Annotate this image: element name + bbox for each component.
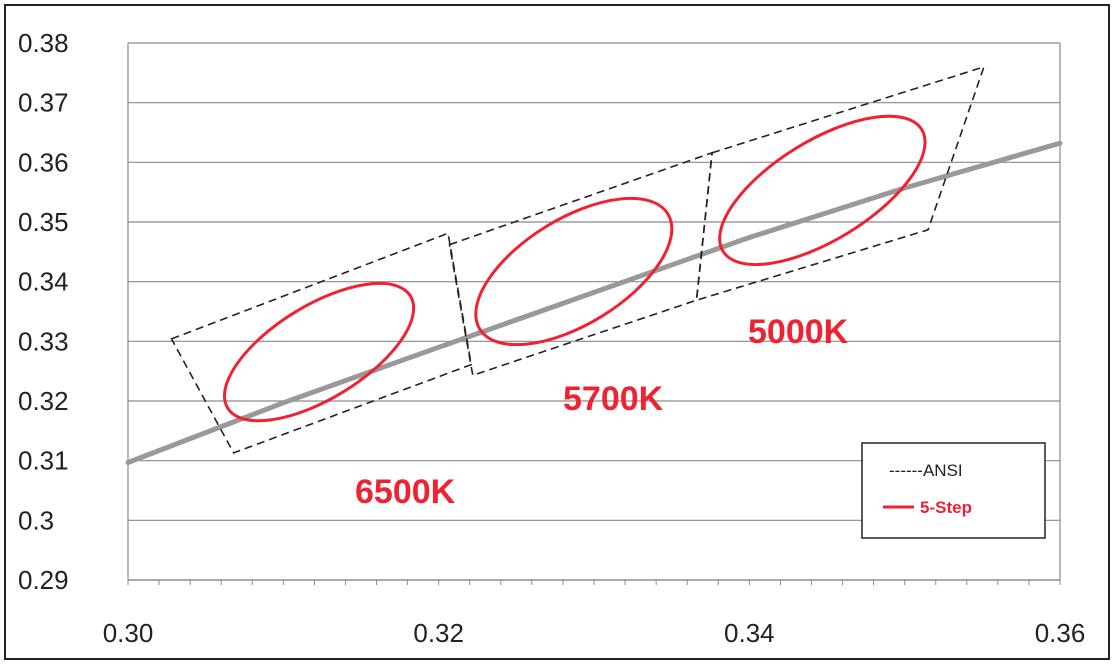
x-tick-label: 0.32 — [413, 618, 464, 648]
x-tick-label: 0.34 — [724, 618, 775, 648]
y-tick-label: 0.37 — [18, 88, 69, 118]
cct-labels: 6500K 5700K 5000K — [355, 313, 849, 511]
x-tick-label: 0.30 — [103, 618, 154, 648]
legend: ------ANSI 5-Step — [861, 442, 1046, 539]
cct-label-6500k: 6500K — [355, 473, 456, 511]
y-tick-label: 0.32 — [18, 386, 69, 416]
y-tick-label: 0.31 — [18, 446, 69, 476]
legend-box — [861, 442, 1046, 539]
tick-labels: 0.38 0.37 0.36 0.35 0.34 0.33 0.32 0.31 0.3 0.29 0… — [18, 28, 1085, 648]
five-step-ellipse-3 — [718, 114, 927, 267]
five-step-ellipses — [222, 114, 927, 423]
legend-entry-ansi: ------ANSI — [889, 461, 963, 480]
cct-label-5700k: 5700K — [563, 380, 664, 418]
blackbody-curve — [125, 140, 1063, 465]
ansi-quadrangles — [170, 65, 986, 454]
ansi-quadrangle-5000k — [695, 65, 986, 302]
five-step-ellipse-2 — [474, 196, 674, 347]
y-tick-label: 0.36 — [18, 147, 69, 177]
axes — [127, 43, 1061, 585]
y-tick-label: 0.38 — [18, 28, 69, 58]
legend-entry-5-step: 5-Step — [920, 498, 972, 517]
y-tick-label: 0.35 — [18, 207, 69, 237]
ansi-quadrangle-5700k — [448, 151, 714, 377]
y-tick-label: 0.29 — [18, 565, 69, 595]
y-tick-label: 0.33 — [18, 326, 69, 356]
ansi-quadrangle-6500k — [170, 232, 473, 454]
y-tick-label: 0.34 — [18, 267, 69, 297]
five-step-ellipse-1 — [222, 281, 416, 423]
blackbody-curve-layer — [125, 140, 1063, 465]
x-tick-label: 0.36 — [1035, 618, 1086, 648]
y-tick-label: 0.3 — [18, 505, 54, 535]
cct-label-5000k: 5000K — [748, 313, 849, 351]
